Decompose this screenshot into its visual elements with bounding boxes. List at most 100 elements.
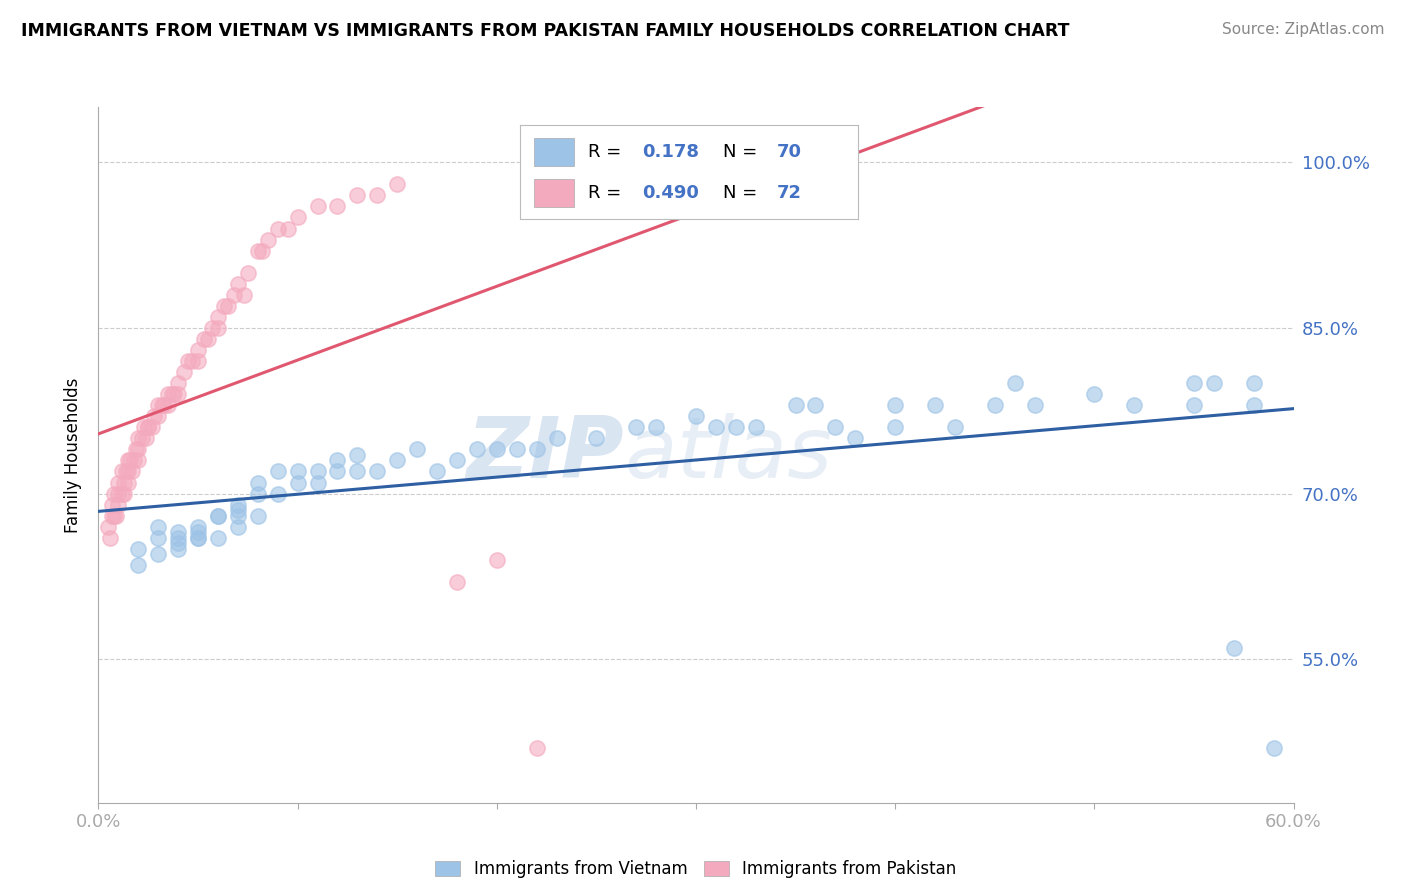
Point <box>124 453 146 467</box>
Point <box>226 508 249 523</box>
Point <box>226 519 249 533</box>
Point <box>143 409 166 424</box>
Point <box>326 453 349 467</box>
Point <box>187 519 209 533</box>
Point <box>153 398 176 412</box>
Point <box>97 519 120 533</box>
Point <box>546 431 568 445</box>
Point <box>485 442 508 457</box>
Point <box>187 531 209 545</box>
Point <box>385 453 409 467</box>
Point <box>135 431 157 445</box>
Text: 70: 70 <box>776 143 801 161</box>
Point <box>207 531 229 545</box>
Point <box>160 387 183 401</box>
Point <box>724 420 747 434</box>
Point <box>884 398 907 412</box>
Point <box>326 199 349 213</box>
Point <box>307 199 329 213</box>
Point <box>366 188 388 202</box>
Point <box>117 453 139 467</box>
Point <box>1222 641 1246 656</box>
Point <box>181 354 204 368</box>
Point <box>163 387 186 401</box>
Text: ZIP: ZIP <box>467 413 624 497</box>
Text: 72: 72 <box>776 185 801 202</box>
Point <box>111 486 134 500</box>
Point <box>177 354 200 368</box>
Point <box>804 398 827 412</box>
Text: Source: ZipAtlas.com: Source: ZipAtlas.com <box>1222 22 1385 37</box>
Point <box>207 508 229 523</box>
Point <box>326 465 349 479</box>
Point <box>173 365 195 379</box>
Point <box>115 465 138 479</box>
Point <box>256 233 278 247</box>
Point <box>207 310 229 324</box>
Point <box>267 221 290 235</box>
Point <box>105 508 128 523</box>
Point <box>844 431 866 445</box>
Point <box>226 277 249 291</box>
Point <box>167 536 190 550</box>
Point <box>485 553 508 567</box>
Point <box>107 486 129 500</box>
Point <box>121 465 143 479</box>
Point <box>127 558 149 573</box>
Point <box>101 498 124 512</box>
Point <box>267 486 290 500</box>
Point <box>506 442 529 457</box>
Point <box>277 221 299 235</box>
Text: 0.178: 0.178 <box>641 143 699 161</box>
Point <box>134 420 156 434</box>
Point <box>148 519 170 533</box>
Point <box>246 486 269 500</box>
Point <box>346 188 368 202</box>
Point <box>745 420 768 434</box>
Point <box>526 442 548 457</box>
Point <box>103 486 125 500</box>
Point <box>1182 376 1205 391</box>
Point <box>207 508 229 523</box>
Text: N =: N = <box>723 185 762 202</box>
Point <box>167 525 190 540</box>
Text: 0.490: 0.490 <box>641 185 699 202</box>
Point <box>117 465 139 479</box>
Point <box>222 287 245 301</box>
Point <box>167 541 190 556</box>
Point <box>626 420 648 434</box>
Point <box>287 465 309 479</box>
Point <box>148 409 170 424</box>
Point <box>101 508 124 523</box>
Point <box>984 398 1007 412</box>
Point <box>1202 376 1225 391</box>
Point <box>112 475 135 490</box>
Point <box>824 420 846 434</box>
Point <box>100 531 122 545</box>
Point <box>127 431 149 445</box>
Point <box>157 398 180 412</box>
Point <box>236 266 259 280</box>
Point <box>685 409 707 424</box>
Text: IMMIGRANTS FROM VIETNAM VS IMMIGRANTS FROM PAKISTAN FAMILY HOUSEHOLDS CORRELATIO: IMMIGRANTS FROM VIETNAM VS IMMIGRANTS FR… <box>21 22 1070 40</box>
Point <box>287 211 309 225</box>
Point <box>148 547 170 561</box>
Point <box>1243 376 1265 391</box>
Point <box>585 431 607 445</box>
Point <box>924 398 946 412</box>
Point <box>1182 398 1205 412</box>
Point <box>943 420 966 434</box>
Point <box>201 321 224 335</box>
Point <box>346 448 368 462</box>
Point <box>187 354 209 368</box>
Point <box>1083 387 1105 401</box>
Point <box>884 420 907 434</box>
Point <box>1123 398 1146 412</box>
Text: R =: R = <box>588 143 627 161</box>
Point <box>1263 740 1285 755</box>
Point <box>148 398 170 412</box>
Point <box>366 465 388 479</box>
Point <box>226 503 249 517</box>
Point <box>107 475 129 490</box>
Point <box>117 475 139 490</box>
